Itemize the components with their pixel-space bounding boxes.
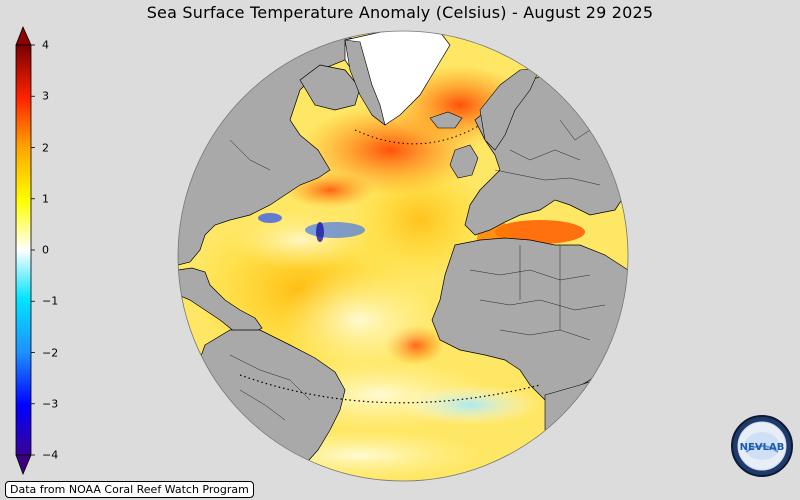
ocean-anomaly-cool bbox=[258, 213, 282, 223]
land-scandinavia bbox=[479, 67, 541, 151]
globe-outline bbox=[177, 30, 629, 482]
colorbar-bottom-extension bbox=[15, 454, 32, 476]
colorbar-tick-label: −1 bbox=[42, 294, 59, 308]
logo-text: NEVLAB bbox=[740, 442, 785, 453]
land-greenland-rim bbox=[344, 39, 386, 126]
colorbar-ticks bbox=[31, 44, 35, 456]
colorbar-tick-label: 4 bbox=[42, 38, 49, 52]
colorbar-tick-label: 3 bbox=[42, 89, 49, 103]
ocean-anomaly-cool bbox=[400, 385, 540, 425]
colorbar-tick-label: −2 bbox=[42, 346, 59, 359]
mediterranean-hot bbox=[495, 220, 585, 244]
colorbar-tick-label: 2 bbox=[42, 141, 49, 154]
map-title: Sea Surface Temperature Anomaly (Celsius… bbox=[146, 3, 654, 22]
ocean-anomaly-cold-spot bbox=[316, 222, 324, 242]
colorbar-tick-label: 0 bbox=[42, 243, 49, 257]
land-arctic-islands bbox=[299, 64, 361, 111]
colorbar-tick-label: 1 bbox=[42, 192, 49, 206]
land-florida-mexico bbox=[178, 267, 263, 336]
ocean-anomaly-pale bbox=[230, 210, 370, 270]
land-british-isles bbox=[449, 144, 479, 179]
land-iceland bbox=[429, 111, 463, 129]
ocean-anomaly-pale bbox=[280, 270, 440, 370]
data-credit: Data from NOAA Coral Reef Watch Program bbox=[5, 481, 254, 498]
nexlab-logo-icon[interactable]: NEVLAB bbox=[730, 414, 794, 478]
ocean-anomaly-cool bbox=[305, 222, 365, 238]
colorbar-tick-label: −4 bbox=[42, 448, 59, 462]
colorbar-tick-label: −3 bbox=[42, 397, 59, 411]
